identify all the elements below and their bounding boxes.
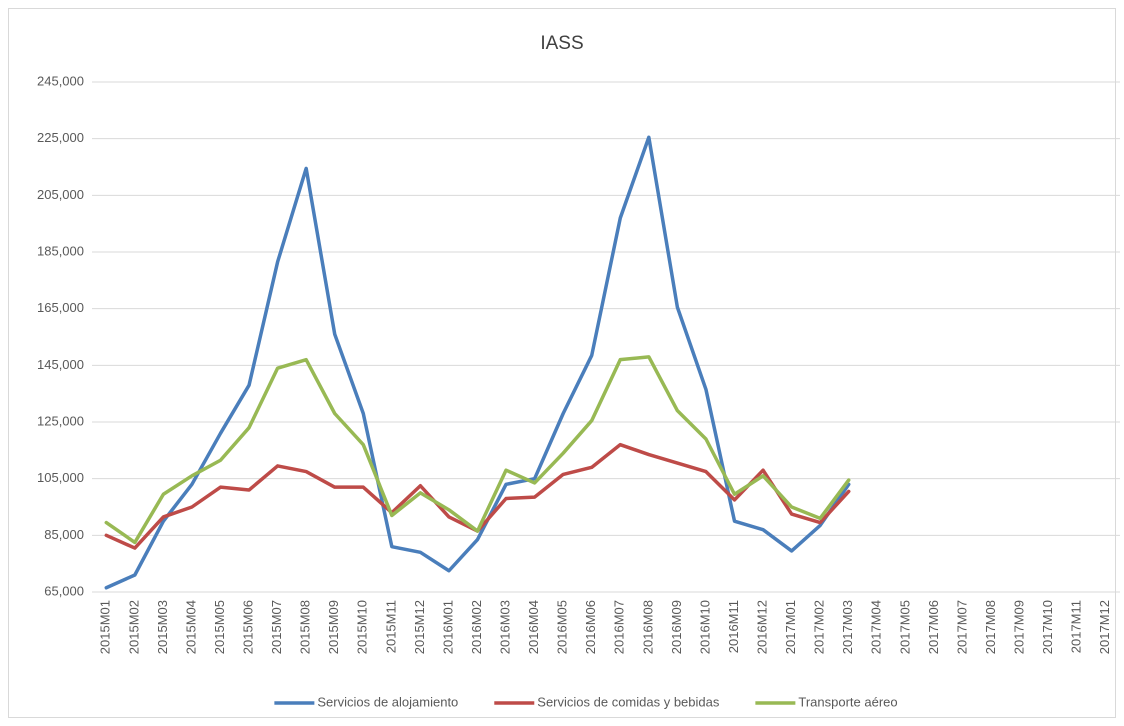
x-tick-label: 2017M12 [1097,600,1112,654]
x-tick-label: 2015M08 [298,600,313,654]
x-tick-label: 2015M02 [126,600,141,654]
x-tick-label: 2015M11 [383,600,398,653]
y-tick-label: 125,000 [37,413,84,428]
x-tick-label: 2015M10 [355,600,370,654]
x-tick-label: 2017M10 [1040,600,1055,654]
y-tick-label: 85,000 [44,527,84,542]
y-tick-label: 185,000 [37,243,84,258]
chart-border [8,8,1116,718]
y-tick-label: 225,000 [37,130,84,145]
x-tick-label: 2015M04 [183,600,198,654]
x-tick-label: 2016M05 [555,600,570,654]
x-tick-label: 2016M04 [526,600,541,654]
x-tick-label: 2016M11 [726,600,741,653]
y-tick-label: 245,000 [37,73,84,88]
x-tick-label: 2015M06 [240,600,255,654]
x-tick-label: 2015M01 [98,600,113,654]
x-tick-label: 2016M06 [583,600,598,654]
legend-label: Servicios de comidas y bebidas [537,694,720,709]
x-tick-label: 2016M01 [440,600,455,654]
x-tick-label: 2017M11 [1069,600,1084,653]
x-tick-label: 2015M05 [212,600,227,654]
series-line [104,355,851,545]
x-tick-label: 2016M10 [697,600,712,654]
y-tick-label: 205,000 [37,187,84,202]
x-tick-label: 2017M04 [869,600,884,654]
x-tick-label: 2017M01 [783,600,798,654]
y-tick-label: 165,000 [37,300,84,315]
x-tick-label: 2015M03 [155,600,170,654]
y-tick-label: 65,000 [44,583,84,598]
x-tick-label: 2017M09 [1011,600,1026,654]
x-tick-label: 2016M07 [612,600,627,654]
x-tick-label: 2017M03 [840,600,855,654]
legend-label: Servicios de alojamiento [317,694,458,709]
x-tick-label: 2017M08 [983,600,998,654]
legend-label: Transporte aéreo [798,694,897,709]
x-tick-label: 2016M08 [640,600,655,654]
x-tick-label: 2017M02 [812,600,827,654]
y-tick-label: 145,000 [37,357,84,372]
chart-title: IASS [540,33,583,54]
x-tick-label: 2016M03 [497,600,512,654]
legend: Servicios de alojamiento Servicios de com… [274,694,898,709]
x-tick-label: 2017M07 [954,600,969,654]
y-tick-label: 105,000 [37,470,84,485]
x-tick-label: 2015M07 [269,600,284,654]
x-tick-label: 2015M12 [412,600,427,654]
x-tick-label: 2016M12 [754,600,769,654]
x-tick-label: 2015M09 [326,600,341,654]
x-tick-label: 2017M06 [926,600,941,654]
x-tick-label: 2016M02 [469,600,484,654]
x-tick-label: 2016M09 [669,600,684,654]
x-tick-label: 2017M05 [897,600,912,654]
